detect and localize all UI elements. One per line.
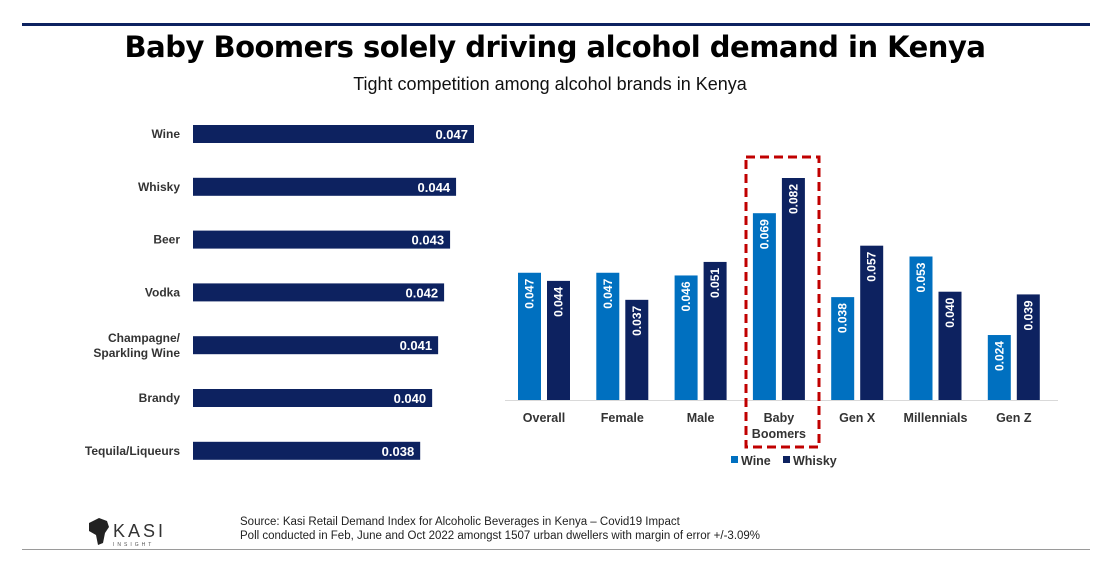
vbar-wine-6: [987, 335, 1011, 400]
vbar-label-whisky-3: 0.082: [786, 184, 800, 214]
hcat-label-0: Wine: [151, 127, 180, 141]
vcat-label-3-b: Boomers: [752, 427, 806, 441]
vbar-wine-5: [909, 256, 933, 400]
vbar-label-whisky-1: 0.037: [630, 306, 644, 336]
hcat-label-6: Tequila/Liqueurs: [85, 444, 180, 458]
logo-wordmark: KASI: [113, 521, 166, 541]
vbar-whisky-3: [781, 178, 805, 400]
hbar-2: [193, 230, 451, 249]
vbar-label-whisky-0: 0.044: [552, 287, 566, 317]
hbar-label-3: 0.042: [406, 285, 439, 300]
source-line: Source: Kasi Retail Demand Index for Alc…: [240, 516, 680, 528]
hcat-label-1: Whisky: [138, 180, 180, 194]
hbar-label-2: 0.043: [412, 233, 445, 248]
legend-label-wine: Wine: [741, 454, 771, 468]
vbar-label-wine-6: 0.024: [992, 341, 1006, 371]
vbar-wine-0: [518, 272, 541, 400]
svg-text:INSIGHT: INSIGHT: [113, 542, 154, 548]
vbar-label-wine-2: 0.046: [679, 281, 693, 311]
hbar-label-1: 0.044: [418, 180, 451, 195]
vcat-label-2: Male: [687, 411, 715, 425]
poll-line: Poll conducted in Feb, June and Oct 2022…: [240, 530, 761, 542]
hcat-label-4-b: Sparkling Wine: [93, 346, 180, 360]
vbar-label-wine-4: 0.038: [836, 303, 850, 333]
page-subtitle: Tight competition among alcohol brands i…: [0, 74, 1110, 95]
vcat-label-3-a: Baby: [764, 411, 795, 425]
vbar-whisky-2: [703, 261, 727, 400]
hcat-label-2: Beer: [153, 233, 180, 247]
legend-swatch-whisky: [783, 456, 790, 463]
hbar-label-0: 0.047: [435, 127, 468, 142]
hbar-0: [193, 125, 474, 143]
vbar-label-whisky-4: 0.057: [865, 251, 879, 281]
vbar-wine-4: [831, 297, 855, 400]
bottom-rule: [22, 549, 1090, 550]
vbar-whisky-6: [1016, 294, 1040, 400]
vcat-label-0: Overall: [523, 411, 565, 425]
vcat-label-4: Gen X: [839, 411, 876, 425]
vbar-wine-2: [674, 275, 698, 400]
vbar-label-wine-1: 0.047: [601, 278, 615, 308]
hbar-6: [193, 441, 421, 460]
vbar-label-wine-5: 0.053: [914, 262, 928, 292]
hbar-label-4: 0.041: [400, 338, 433, 353]
hbar-5: [193, 389, 433, 407]
source-note: Source: Kasi Retail Demand Index for Alc…: [240, 515, 760, 543]
top-rule: [22, 23, 1090, 26]
vbar-wine-3: [752, 213, 776, 400]
hcat-label-3: Vodka: [145, 285, 180, 299]
legend-swatch-wine: [731, 456, 738, 463]
hcat-label-4-a: Champagne/: [108, 331, 181, 345]
hcat-label-5: Brandy: [139, 391, 181, 405]
vcat-label-1: Female: [601, 411, 644, 425]
vbar-whisky-4: [860, 245, 884, 400]
hbar-label-6: 0.038: [382, 444, 415, 459]
vcat-label-5: Millennials: [904, 411, 968, 425]
vbar-whisky-1: [625, 299, 649, 400]
vbar-whisky-0: [547, 280, 570, 400]
africa-icon: [89, 518, 109, 545]
vbar-wine-1: [596, 272, 620, 400]
hbar-3: [193, 283, 445, 302]
hbar-label-5: 0.040: [394, 391, 427, 406]
legend-label-whisky: Whisky: [793, 454, 837, 468]
vcat-label-6: Gen Z: [996, 411, 1032, 425]
page-title: Baby Boomers solely driving alcohol dema…: [124, 30, 986, 64]
vbar-label-whisky-2: 0.051: [708, 268, 722, 298]
vbar-label-whisky-5: 0.040: [943, 297, 957, 327]
subtitle-text: Tight competition among alcohol brands i…: [353, 74, 747, 94]
vbar-label-whisky-6: 0.039: [1021, 300, 1035, 330]
hbar-4: [193, 336, 439, 355]
vbar-label-wine-3: 0.069: [757, 219, 771, 249]
kasi-logo: KASI INSIGHT: [89, 518, 166, 548]
vbar-label-wine-0: 0.047: [523, 278, 537, 308]
vbar-whisky-5: [938, 291, 962, 400]
highlight-box: [744, 155, 821, 449]
hbar-1: [193, 177, 457, 196]
